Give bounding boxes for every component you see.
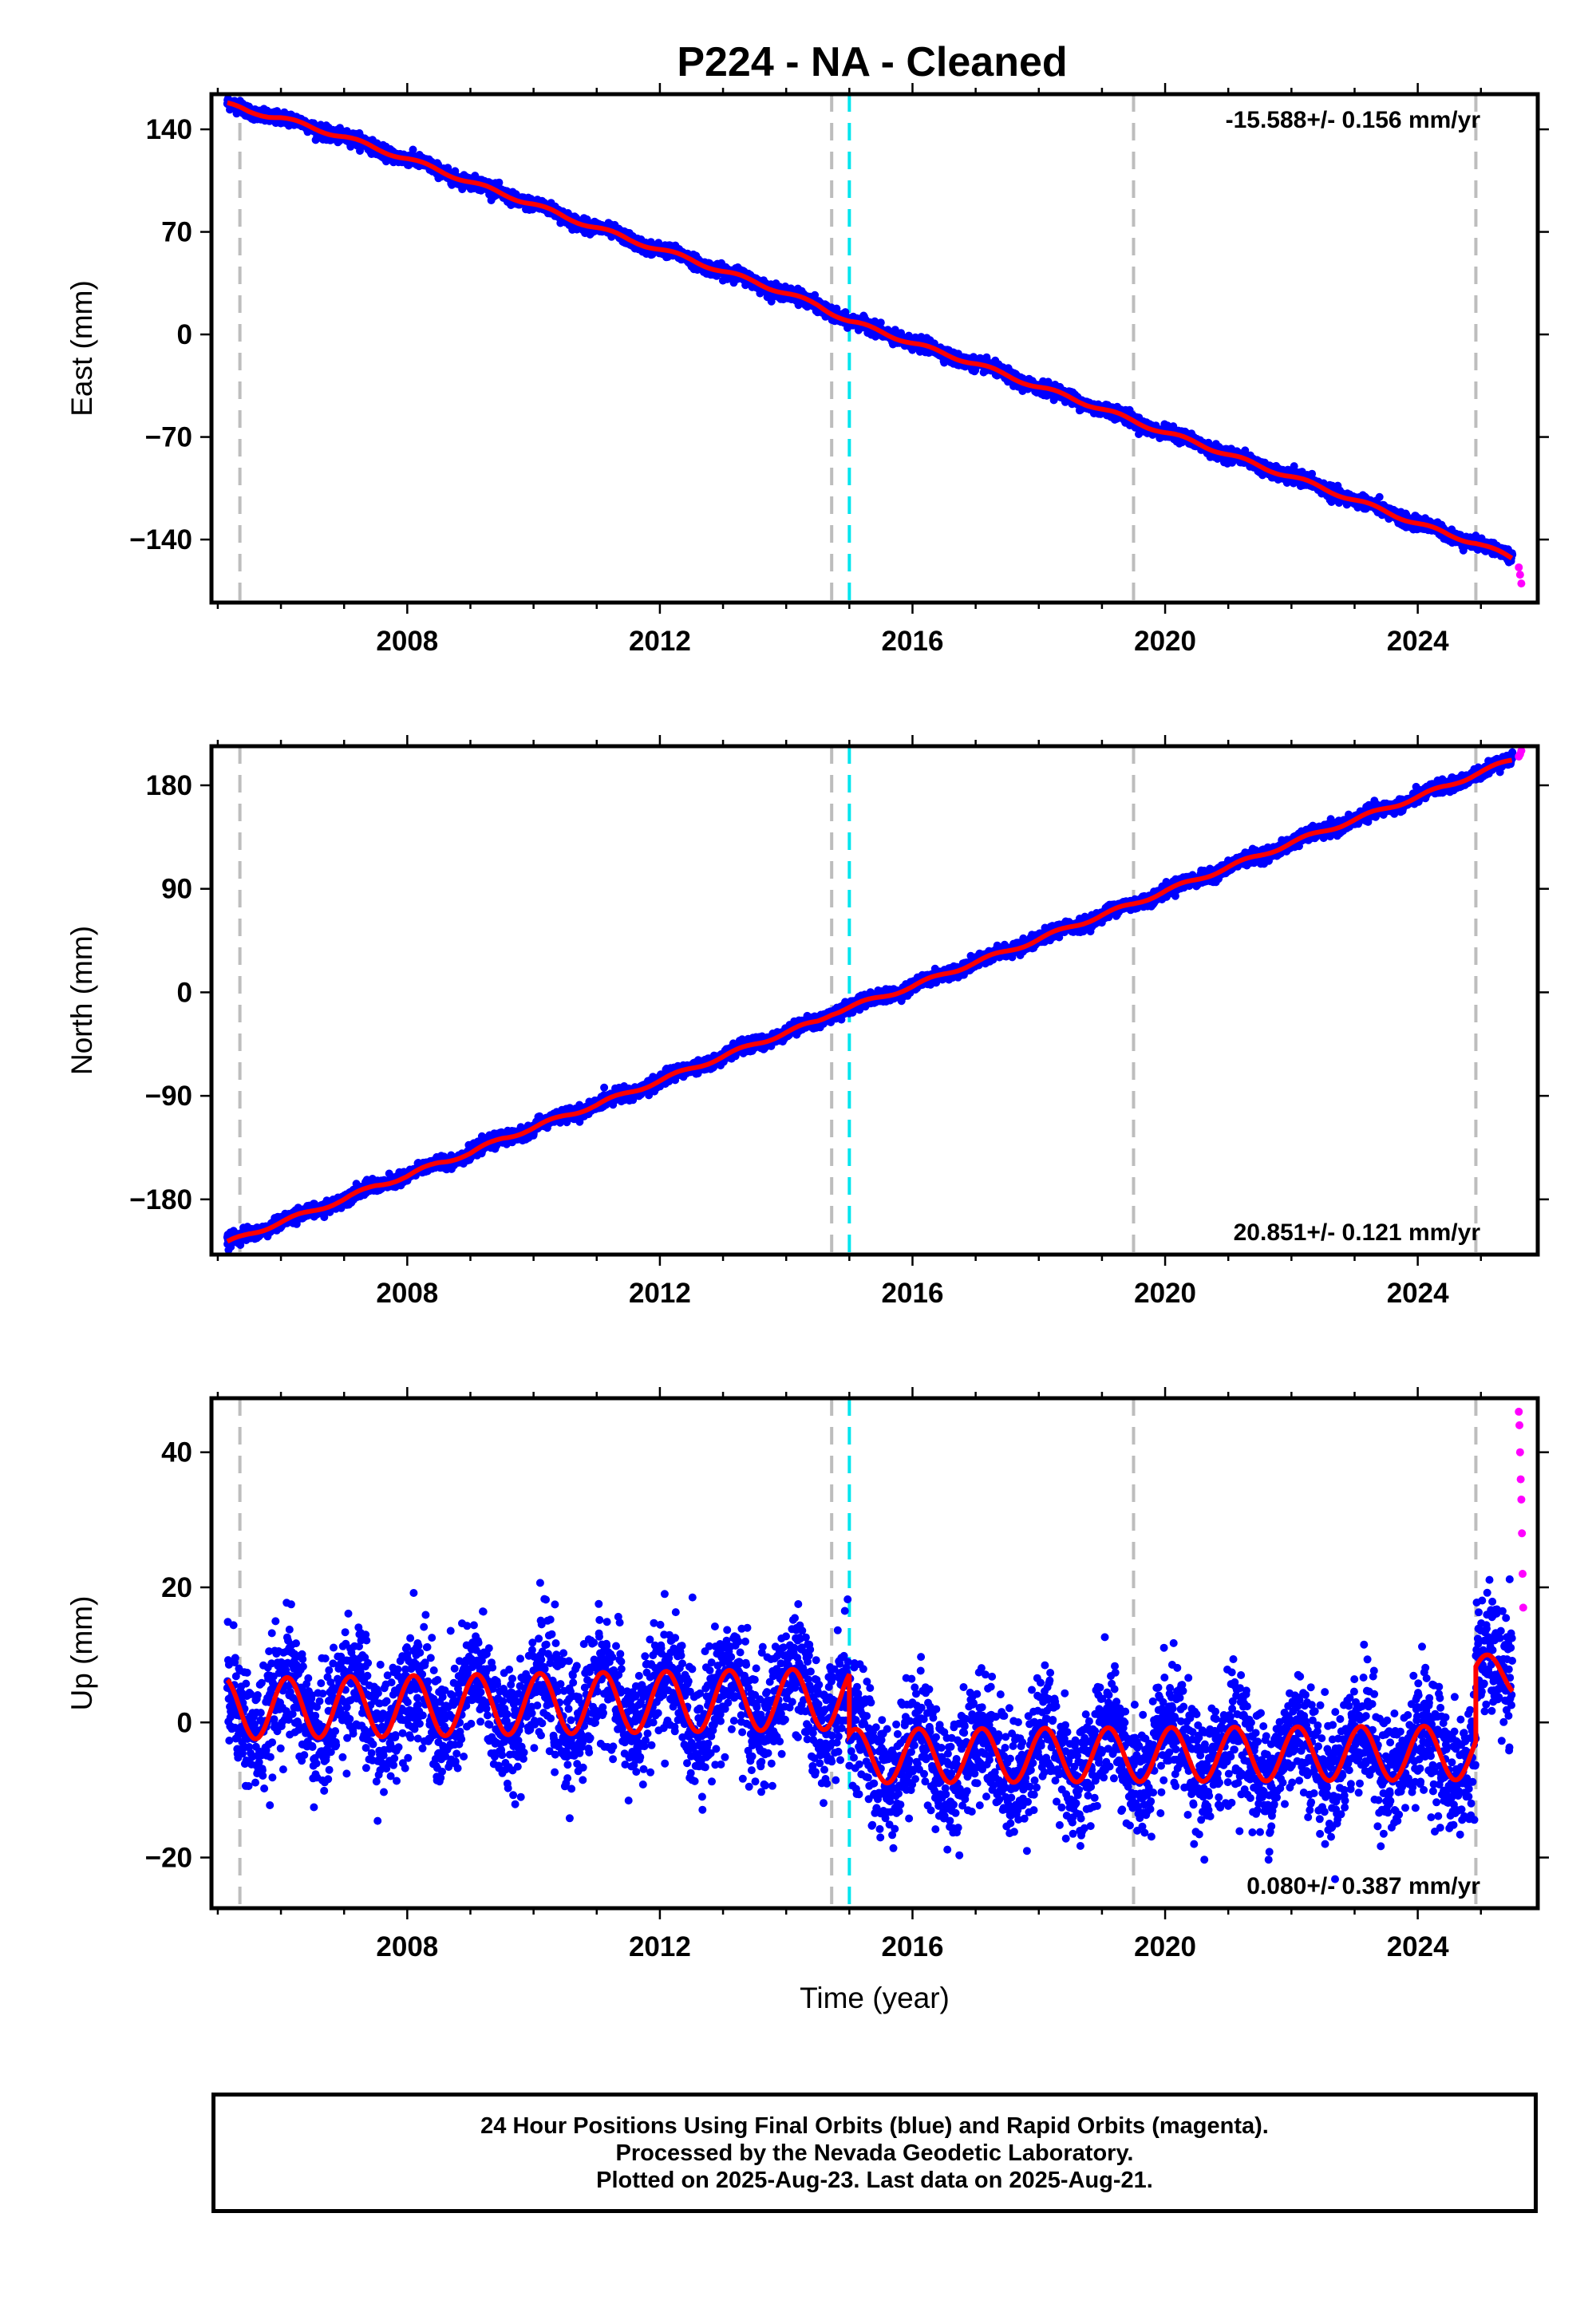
x-tick-label: 2024 bbox=[1387, 626, 1449, 657]
x-tick-label: 2008 bbox=[376, 626, 438, 657]
data-layer bbox=[223, 94, 1526, 588]
velocity-rate-label: 0.080+/- 0.387 mm/yr bbox=[1246, 1873, 1480, 1899]
x-tick-label: 2012 bbox=[629, 626, 691, 657]
rapid-orbit-point bbox=[1517, 579, 1526, 588]
y-axis-label: Up (mm) bbox=[65, 1596, 98, 1711]
y-tick-label: 40 bbox=[161, 1437, 192, 1468]
rapid-orbit-point bbox=[1515, 1448, 1524, 1456]
footer-line-plot-dates: Plotted on 2025-Aug-23. Last data on 202… bbox=[596, 2168, 1153, 2193]
data-layer bbox=[223, 746, 1526, 1255]
x-tick-label: 2016 bbox=[882, 626, 944, 657]
y-tick-label: 180 bbox=[146, 770, 192, 801]
final-orbit-points bbox=[223, 1575, 1517, 1883]
y-axis-label: North (mm) bbox=[65, 926, 98, 1075]
x-tick-label: 2012 bbox=[629, 1931, 691, 1962]
model-fit-line bbox=[227, 100, 1514, 560]
y-tick-label: 0 bbox=[177, 319, 192, 350]
rapid-orbit-point bbox=[1518, 1529, 1527, 1538]
footer-line-processor: Processed by the Nevada Geodetic Laborat… bbox=[615, 2140, 1134, 2166]
y-tick-label: 70 bbox=[161, 217, 192, 248]
x-tick-label: 2008 bbox=[376, 1931, 438, 1962]
plot-frame bbox=[209, 92, 1540, 605]
rapid-orbit-point bbox=[1515, 1421, 1524, 1429]
x-tick-label: 2024 bbox=[1387, 1278, 1449, 1309]
model-fit-line bbox=[225, 1652, 1515, 1786]
y-tick-label: 90 bbox=[161, 874, 192, 905]
y-tick-label: −180 bbox=[129, 1184, 192, 1215]
velocity-rate-label: 20.851+/- 0.121 mm/yr bbox=[1234, 1219, 1481, 1246]
data-layer bbox=[223, 1407, 1527, 1883]
y-tick-label: −70 bbox=[145, 422, 192, 453]
y-tick-label: 0 bbox=[177, 1707, 192, 1738]
model-fit-line bbox=[226, 757, 1513, 1244]
rapid-orbit-point bbox=[1519, 1603, 1527, 1612]
rapid-orbit-point bbox=[1515, 571, 1524, 579]
chart-title: P224 - NA - Cleaned bbox=[677, 39, 1067, 85]
x-tick-label: 2012 bbox=[629, 1278, 691, 1309]
y-axis-label: East (mm) bbox=[65, 280, 98, 417]
y-tick-label: −20 bbox=[145, 1843, 192, 1874]
x-tick-label: 2020 bbox=[1134, 626, 1196, 657]
y-tick-label: −140 bbox=[129, 524, 192, 555]
plot-frame bbox=[209, 1396, 1540, 1911]
rapid-orbit-point bbox=[1515, 563, 1523, 571]
y-tick-label: −90 bbox=[145, 1081, 192, 1112]
x-tick-label: 2016 bbox=[882, 1931, 944, 1962]
x-tick-label: 2008 bbox=[376, 1278, 438, 1309]
panel-east: 140 70 0 −70 −140 2008 2012 2016 2020 2024 East (m… bbox=[65, 83, 1549, 657]
x-tick-label: 2024 bbox=[1387, 1931, 1449, 1962]
rapid-orbit-point bbox=[1517, 746, 1526, 755]
rapid-orbit-point bbox=[1516, 1475, 1525, 1484]
velocity-rate-label: -15.588+/- 0.156 mm/yr bbox=[1226, 107, 1481, 133]
panel-up: 40 20 0 −20 2008 2012 2016 2020 2024 Up (mm) Time … bbox=[65, 1387, 1549, 2014]
x-tick-label: 2016 bbox=[882, 1278, 944, 1309]
x-tick-label: 2020 bbox=[1134, 1931, 1196, 1962]
rapid-orbit-point bbox=[1519, 1570, 1527, 1579]
rapid-orbit-point bbox=[1515, 1407, 1523, 1416]
panel-north: 180 90 0 −90 −180 2008 2012 2016 2020 2024 North (… bbox=[65, 735, 1549, 1309]
plot-frame bbox=[209, 744, 1540, 1257]
rapid-orbit-point bbox=[1517, 1495, 1526, 1504]
final-orbit-points bbox=[223, 94, 1517, 567]
x-axis-label: Time (year) bbox=[800, 1982, 950, 2014]
processing-info-box: 24 Hour Positions Using Final Orbits (bl… bbox=[211, 2093, 1538, 2213]
y-tick-label: 140 bbox=[146, 114, 192, 145]
y-tick-label: 20 bbox=[161, 1572, 192, 1603]
y-tick-label: 0 bbox=[177, 977, 192, 1008]
x-tick-label: 2020 bbox=[1134, 1278, 1196, 1309]
footer-line-orbits: 24 Hour Positions Using Final Orbits (bl… bbox=[480, 2113, 1269, 2139]
panels-layer: 140 70 0 −70 −140 2008 2012 2016 2020 2024 East (m… bbox=[65, 83, 1549, 2014]
